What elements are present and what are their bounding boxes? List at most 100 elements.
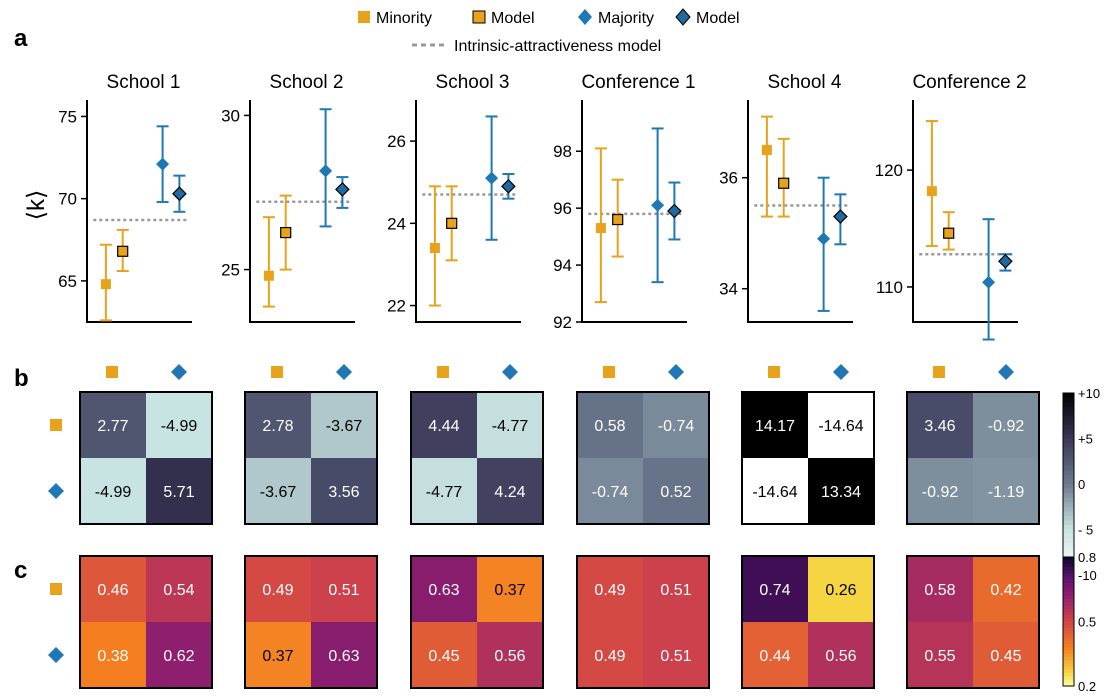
heatmap-cell-label: -3.67: [326, 418, 363, 435]
colorbar-segment: [1063, 488, 1074, 494]
heatmap-cell-label: 0.58: [594, 418, 625, 435]
colorbar-segment: [1063, 576, 1074, 581]
colorbar-segment: [1063, 470, 1074, 476]
y-tick-label: 26: [387, 132, 406, 151]
heatmap-cell: [643, 556, 709, 622]
colorbar-segment: [1063, 406, 1074, 412]
panel-b-heatmaps: 2.77 -4.99 -4.99 5.71 2.78 -3.67 -3.67 3.56 4.44…: [48, 364, 1040, 525]
colorbar-segment: [1063, 598, 1074, 603]
heatmap-cell-label: -3.67: [260, 484, 297, 501]
minority-marker: [263, 270, 274, 281]
heatmap-1: 2.77 -4.99 -4.99 5.71: [79, 364, 213, 525]
minority-marker: [100, 279, 111, 290]
legend-majority-label: Majority: [598, 10, 654, 27]
heatmap-cell-label: -14.64: [818, 418, 863, 435]
minority-model-marker: [778, 177, 790, 189]
minority-marker: [595, 223, 606, 234]
heatmap-header-minority-icon: [933, 366, 945, 378]
heatmap-cell-label: 5.71: [163, 484, 194, 501]
heatmap-border: [906, 391, 1040, 525]
heatmap-cell: [80, 392, 146, 458]
colorbar-segment: [1063, 552, 1074, 558]
heatmap-border: [410, 555, 544, 689]
colorbar-segment: [1063, 611, 1074, 616]
heatmap-header-majority-icon: [171, 364, 187, 380]
heatmap-4: 0.49 0.51 0.49 0.51: [576, 555, 710, 689]
legend-minority-marker: [358, 11, 370, 23]
y-tick-label: 36: [719, 169, 738, 188]
heatmap-cell: [80, 458, 146, 524]
heatmap-cell: [577, 622, 643, 688]
subplot-title: School 3: [436, 72, 510, 93]
heatmap-1: 0.46 0.54 0.38 0.62: [79, 555, 213, 689]
heatmap-cell: [742, 556, 808, 622]
heatmap-cell-label: 0.58: [924, 582, 955, 599]
heatmap-cell: [907, 622, 973, 688]
heatmap-header-minority-icon: [271, 366, 283, 378]
colorbars: +10 +5 0 - 5 -10 0.8 0.5 0.2: [1062, 386, 1100, 694]
colorbar-segment: [1063, 656, 1074, 661]
majority-marker: [982, 275, 996, 289]
heatmap-cell-label: 0.51: [660, 582, 691, 599]
heatmap-cell-label: 0.51: [328, 582, 359, 599]
heatmap-cell: [146, 556, 212, 622]
heatmap-cell-label: 0.54: [163, 582, 194, 599]
colorbar-segment: [1063, 402, 1074, 408]
heatmap-header-minority-icon: [106, 366, 118, 378]
minority-marker: [926, 186, 937, 197]
majority-marker: [817, 232, 831, 246]
heatmap-border: [410, 391, 544, 525]
heatmap-cell: [411, 622, 477, 688]
heatmap-cell: [146, 392, 212, 458]
heatmap-cell-label: 0.56: [825, 648, 856, 665]
heatmap-cell: [80, 622, 146, 688]
colorbar-segment: [1063, 647, 1074, 652]
minority-model-marker: [612, 213, 624, 226]
heatmap-header-majority-icon: [668, 364, 684, 380]
heatmap-cell: [146, 458, 212, 524]
heatmap-cell-label: -1.19: [988, 484, 1025, 501]
subplot-1: School 1 65 70 75: [58, 72, 192, 323]
colorbar-segment: [1063, 640, 1074, 645]
heatmap-cell: [311, 622, 377, 688]
y-tick-label: 98: [553, 142, 572, 161]
legend-minority-model-label: Model: [491, 10, 535, 27]
colorbar-segment: [1063, 644, 1074, 648]
colorbar-segment: [1063, 637, 1074, 642]
heatmap-header-majority-icon: [833, 364, 849, 380]
colorbar-tick-label: +10: [1078, 386, 1100, 401]
colorbar-segment: [1063, 615, 1074, 619]
colorbar-segment: [1063, 663, 1074, 668]
colorbar-segment: [1063, 579, 1074, 584]
heatmap-cell: [411, 556, 477, 622]
heatmap-cell: [577, 556, 643, 622]
y-tick-label: 65: [58, 272, 77, 291]
colorbar-segment: [1063, 618, 1074, 623]
y-tick-label: 120: [875, 161, 903, 180]
panel-a-errorbar-charts: School 1 65 70 75 School 2 25 30 School 3 22 24 26…: [58, 72, 1027, 341]
colorbar-segment: [1063, 547, 1074, 553]
colorbar-segment: [1063, 511, 1074, 517]
subplot-title: School 4: [768, 72, 842, 93]
colorbar-frame: [1062, 556, 1075, 687]
colorbar-segment: [1063, 627, 1074, 632]
y-tick-label: 30: [221, 106, 240, 125]
colorbar-segment: [1063, 673, 1074, 677]
colorbar-segment: [1063, 582, 1074, 587]
y-tick-label: 94: [553, 256, 572, 275]
subplot-3: School 3 22 24 26: [387, 72, 521, 323]
majority-model-marker: [998, 253, 1013, 269]
legend-minority-label: Minority: [376, 10, 432, 27]
heatmap-cell: [742, 392, 808, 458]
legend-intrinsic-label: Intrinsic-attractiveness model: [454, 38, 661, 55]
panel-label-b: b: [14, 365, 29, 392]
heatmap-row-minority-icon: [50, 419, 62, 431]
heatmap-cell: [477, 458, 543, 524]
colorbar-segment: [1063, 560, 1074, 565]
heatmap-cell-label: 0.55: [924, 648, 955, 665]
heatmap-cell: [973, 622, 1039, 688]
colorbar-segment: [1063, 438, 1074, 444]
y-tick-label: 22: [387, 297, 406, 316]
heatmap-cell-label: -0.92: [922, 484, 959, 501]
heatmap-cell-label: 13.34: [821, 484, 861, 501]
